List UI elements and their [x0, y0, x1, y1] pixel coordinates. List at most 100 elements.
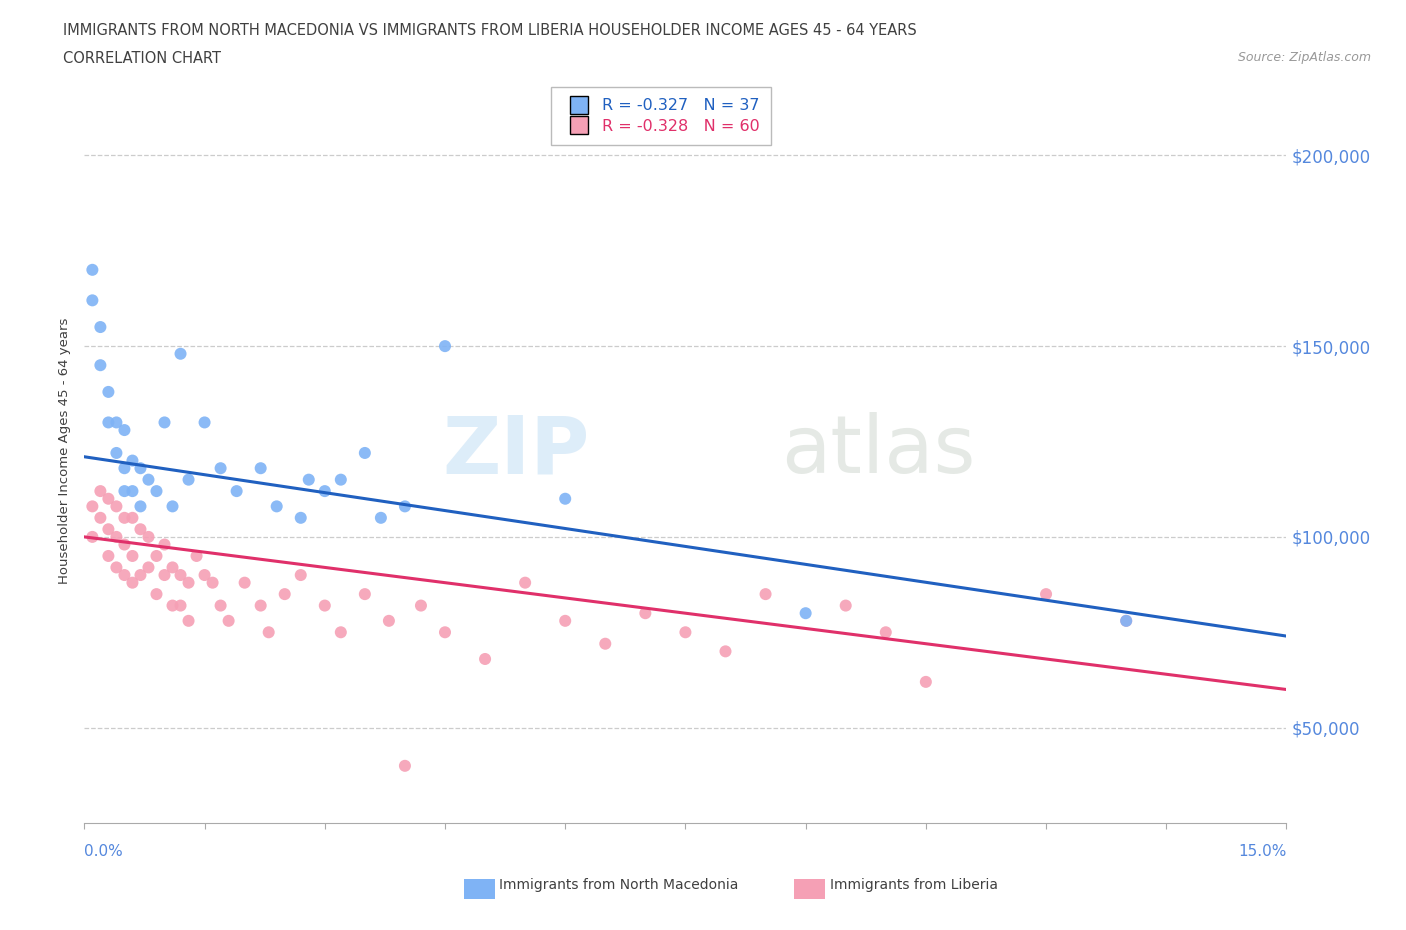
Point [89, 358, 111, 373]
Point [105, 529, 128, 544]
Point [138, 472, 160, 487]
Point [114, 460, 135, 475]
Point [314, 598, 336, 613]
Point [233, 576, 256, 591]
Point [794, 605, 817, 620]
Text: Immigrants from Liberia: Immigrants from Liberia [830, 878, 997, 893]
Point [121, 484, 143, 498]
Point [249, 460, 271, 475]
Point [329, 625, 352, 640]
Point [290, 567, 312, 582]
Point [162, 498, 184, 513]
Point [314, 484, 336, 498]
Point [194, 567, 217, 582]
Point [434, 625, 457, 640]
Point [394, 498, 416, 513]
Point [121, 576, 143, 591]
Point [354, 445, 377, 460]
Text: 15.0%: 15.0% [1239, 844, 1286, 859]
Text: atlas: atlas [782, 412, 976, 490]
Point [97, 491, 120, 506]
Point [82, 262, 104, 277]
Point [218, 614, 240, 629]
Point [554, 491, 576, 506]
Point [121, 453, 143, 468]
Point [209, 598, 232, 613]
Text: IMMIGRANTS FROM NORTH MACEDONIA VS IMMIGRANTS FROM LIBERIA HOUSEHOLDER INCOME AG: IMMIGRANTS FROM NORTH MACEDONIA VS IMMIG… [63, 23, 917, 38]
Point [153, 538, 176, 552]
Point [129, 567, 152, 582]
Point [145, 587, 167, 602]
Point [129, 498, 152, 513]
Point [370, 511, 392, 525]
Point [257, 625, 280, 640]
Text: ZIP: ZIP [441, 412, 589, 490]
Point [409, 598, 432, 613]
Point [169, 598, 191, 613]
Point [225, 484, 247, 498]
Point [114, 567, 135, 582]
Text: CORRELATION CHART: CORRELATION CHART [63, 51, 221, 66]
Point [138, 560, 160, 575]
Point [162, 560, 184, 575]
Point [1115, 614, 1137, 629]
Point [89, 484, 111, 498]
Point [434, 339, 457, 353]
Point [354, 587, 377, 602]
Point [274, 587, 297, 602]
Point [378, 614, 401, 629]
Point [186, 549, 208, 564]
Legend: R = -0.327   N = 37, R = -0.328   N = 60: R = -0.327 N = 37, R = -0.328 N = 60 [551, 87, 772, 145]
Point [105, 415, 128, 430]
Point [474, 652, 496, 667]
Point [82, 498, 104, 513]
Point [121, 549, 143, 564]
Point [153, 567, 176, 582]
Point [1035, 587, 1057, 602]
Point [97, 522, 120, 537]
Point [329, 472, 352, 487]
Point [121, 511, 143, 525]
Point [82, 293, 104, 308]
Point [105, 560, 128, 575]
Point [554, 614, 576, 629]
Text: Source: ZipAtlas.com: Source: ZipAtlas.com [1237, 51, 1371, 64]
Point [129, 460, 152, 475]
Point [755, 587, 778, 602]
Point [89, 320, 111, 335]
Point [105, 498, 128, 513]
Point [249, 598, 271, 613]
Point [177, 576, 200, 591]
Text: 0.0%: 0.0% [84, 844, 124, 859]
Point [169, 567, 191, 582]
Point [97, 384, 120, 399]
Point [82, 529, 104, 544]
Point [114, 511, 135, 525]
Point [835, 598, 858, 613]
Point [89, 511, 111, 525]
Point [114, 484, 135, 498]
Point [634, 605, 657, 620]
Point [595, 636, 617, 651]
Point [266, 498, 288, 513]
Point [169, 346, 191, 361]
Y-axis label: Householder Income Ages 45 - 64 years: Householder Income Ages 45 - 64 years [58, 318, 72, 584]
Point [201, 576, 224, 591]
Point [129, 522, 152, 537]
Point [675, 625, 697, 640]
Point [298, 472, 321, 487]
Point [114, 422, 135, 437]
Point [1115, 614, 1137, 629]
Point [394, 758, 416, 773]
Point [97, 415, 120, 430]
Point [915, 674, 938, 689]
Point [177, 614, 200, 629]
Point [515, 576, 537, 591]
Point [194, 415, 217, 430]
Point [97, 549, 120, 564]
Point [714, 644, 737, 658]
Point [145, 484, 167, 498]
Point [145, 549, 167, 564]
Point [177, 472, 200, 487]
Point [162, 598, 184, 613]
